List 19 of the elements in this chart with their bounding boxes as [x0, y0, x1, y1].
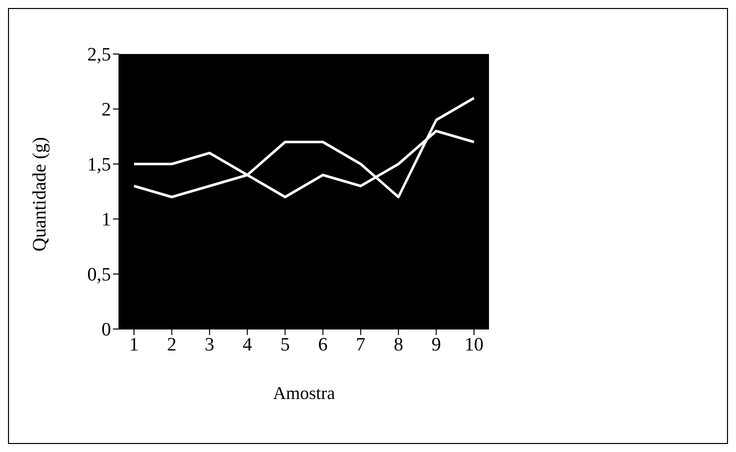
- x-tick-label: 7: [356, 334, 366, 356]
- x-axis-title: Amostra: [273, 383, 335, 403]
- x-tick-label: 1: [129, 334, 139, 356]
- y-tick-label: 0,5: [87, 264, 111, 286]
- x-tick-label: 3: [204, 334, 214, 356]
- y-tick-label: 1: [102, 210, 111, 231]
- x-tick-label: 2: [167, 334, 177, 356]
- x-tick-label: 10: [464, 334, 484, 356]
- x-tick-label: 4: [242, 334, 253, 356]
- y-tick-label: 2,5: [87, 44, 111, 66]
- line-series: [132, 96, 476, 198]
- y-tick-label: 1,5: [87, 154, 111, 176]
- y-tick-label: 2: [102, 100, 111, 121]
- x-tick-label: 5: [280, 334, 290, 356]
- y-tick-label: 0: [102, 320, 111, 341]
- x-tick-label: 6: [318, 334, 328, 356]
- x-tick-label: 8: [394, 334, 404, 356]
- y-axis-title: Quantidade (g): [30, 137, 51, 252]
- x-tick-label: 9: [431, 334, 441, 356]
